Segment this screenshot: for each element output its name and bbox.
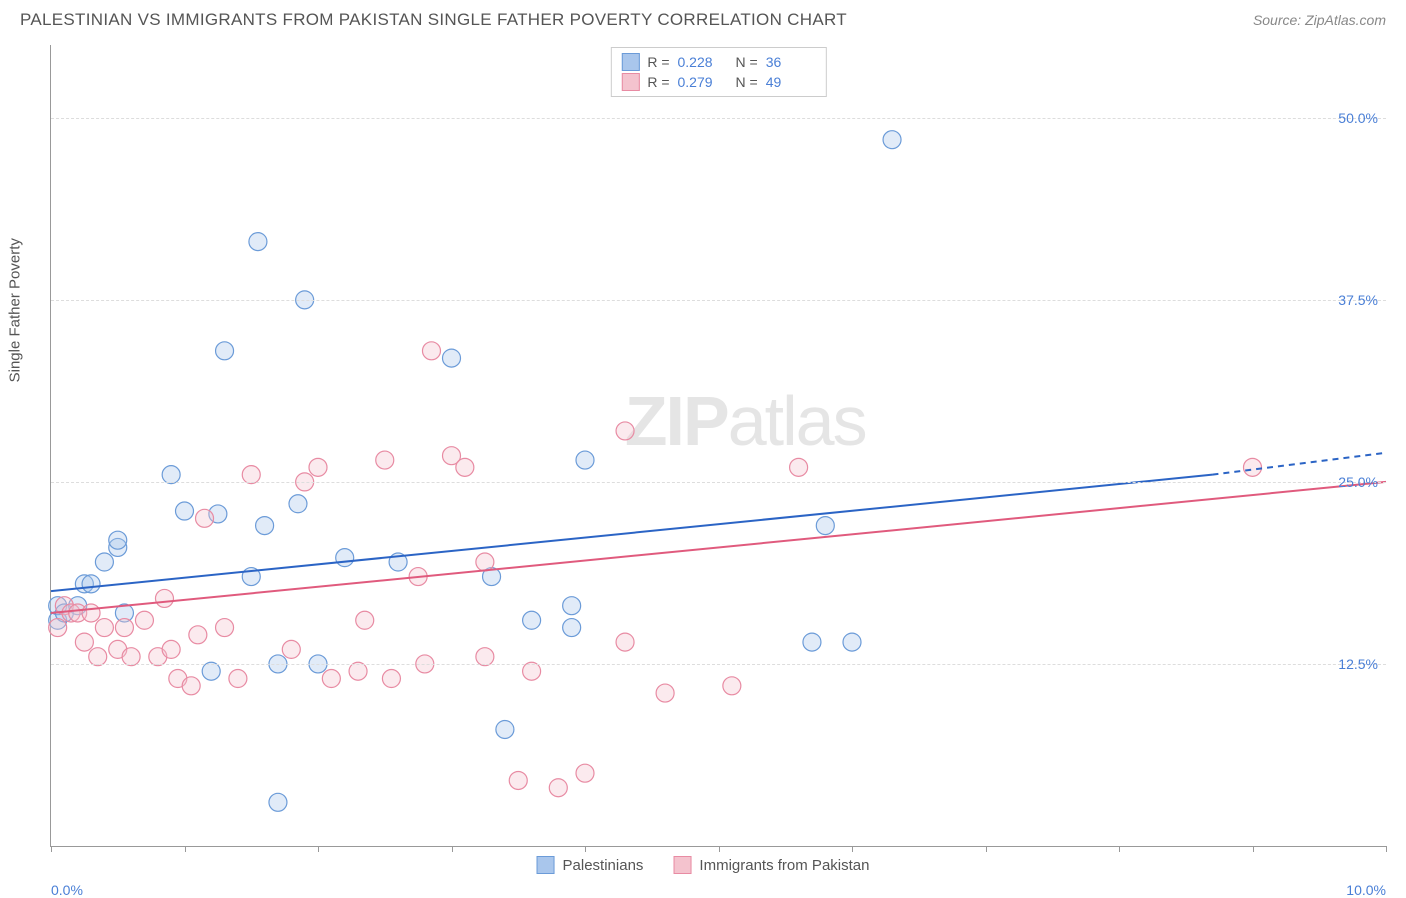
chart-title: PALESTINIAN VS IMMIGRANTS FROM PAKISTAN … — [20, 10, 847, 30]
y-tick-label: 12.5% — [1338, 656, 1378, 672]
y-tick-label: 37.5% — [1338, 292, 1378, 308]
chart-container: Single Father Poverty ZIPatlas R = 0.228… — [50, 45, 1386, 847]
legend-label-a: Palestinians — [563, 857, 644, 874]
y-tick-label: 50.0% — [1338, 110, 1378, 126]
r-value-a: 0.228 — [678, 54, 728, 70]
stats-legend: R = 0.228 N = 36 R = 0.279 N = 49 — [610, 47, 826, 97]
r-value-b: 0.279 — [678, 74, 728, 90]
n-value-a: 36 — [766, 54, 816, 70]
y-axis-label: Single Father Poverty — [7, 238, 24, 382]
source-label: Source: ZipAtlas.com — [1253, 12, 1386, 28]
swatch-pakistan-2 — [673, 856, 691, 874]
stats-row-pakistan: R = 0.279 N = 49 — [621, 72, 815, 92]
n-label-b: N = — [736, 74, 758, 90]
n-label-a: N = — [736, 54, 758, 70]
swatch-palestinians — [621, 53, 639, 71]
x-tick-label-left: 0.0% — [51, 882, 83, 898]
x-tick-label-right: 10.0% — [1346, 882, 1386, 898]
legend-label-b: Immigrants from Pakistan — [699, 857, 869, 874]
stats-row-palestinians: R = 0.228 N = 36 — [621, 52, 815, 72]
y-tick-label: 25.0% — [1338, 474, 1378, 490]
plot-area: ZIPatlas R = 0.228 N = 36 R = 0.279 N = … — [50, 45, 1386, 847]
legend-item-pakistan: Immigrants from Pakistan — [673, 856, 869, 874]
scatter-plot-svg — [51, 45, 1386, 846]
swatch-pakistan — [621, 73, 639, 91]
n-value-b: 49 — [766, 74, 816, 90]
bottom-legend: Palestinians Immigrants from Pakistan — [537, 856, 870, 874]
r-label-a: R = — [647, 54, 669, 70]
r-label-b: R = — [647, 74, 669, 90]
swatch-palestinians-2 — [537, 856, 555, 874]
legend-item-palestinians: Palestinians — [537, 856, 644, 874]
